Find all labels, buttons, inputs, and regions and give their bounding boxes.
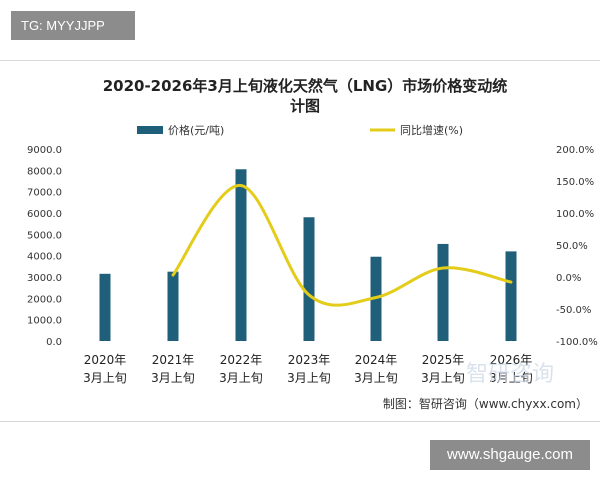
category-label: 2026年	[490, 353, 533, 367]
left-tick-label: 7000.0	[27, 188, 62, 199]
legend-bar-swatch	[137, 126, 163, 134]
source-note: 制图：智研咨询（www.chyxx.com）	[383, 396, 588, 411]
right-tick-label: 0.0%	[556, 273, 581, 284]
watermark: 智研咨询	[466, 362, 554, 387]
left-axis-ticks: 0.0 1000.0 2000.0 3000.0 4000.0 5000.0 6000.0 7…	[27, 145, 62, 348]
category-label: 3月上旬	[83, 371, 127, 385]
right-tick-label: 50.0%	[556, 241, 588, 252]
growth-line	[171, 183, 513, 307]
left-tick-label: 5000.0	[27, 230, 62, 241]
category-label: 2022年	[220, 353, 263, 367]
category-labels: 2020年 3月上旬 2021年 3月上旬 2022年 3月上旬 2023年 3月上旬 2024…	[83, 353, 533, 385]
category-label: 2020年	[84, 353, 127, 367]
top-tag: TG: MYYJJPP	[11, 11, 135, 40]
chart-title-line1: 2020-2026年3月上旬液化天然气（LNG）市场价格变动统	[103, 77, 508, 95]
category-label: 2025年	[422, 353, 465, 367]
category-label: 2023年	[288, 353, 331, 367]
left-tick-label: 6000.0	[27, 209, 62, 220]
price-bar	[437, 243, 449, 341]
left-tick-label: 9000.0	[27, 145, 62, 156]
legend-bar-label: 价格(元/吨)	[168, 123, 224, 137]
left-tick-label: 2000.0	[27, 294, 62, 305]
category-label: 3月上旬	[151, 371, 195, 385]
category-label: 2021年	[152, 353, 195, 367]
left-tick-label: 0.0	[46, 337, 62, 348]
category-label: 3月上旬	[219, 371, 263, 385]
category-label: 3月上旬	[287, 371, 331, 385]
right-axis-ticks: -100.0% -50.0% 0.0% 50.0% 100.0% 150.0% 200.0%	[556, 145, 598, 348]
bottom-tag: www.shgauge.com	[430, 440, 590, 470]
chart-frame: 2020-2026年3月上旬液化天然气（LNG）市场价格变动统 计图 价格(元/…	[0, 60, 600, 422]
left-tick-label: 8000.0	[27, 166, 62, 177]
bars	[99, 169, 517, 341]
legend: 价格(元/吨) 同比增速(%)	[137, 123, 463, 137]
left-tick-label: 3000.0	[27, 273, 62, 284]
category-label: 3月上旬	[421, 371, 465, 385]
price-bar	[99, 273, 111, 341]
right-tick-label: 200.0%	[556, 145, 594, 156]
price-bar	[235, 169, 247, 341]
chart-title-line2: 计图	[290, 97, 320, 115]
price-bar	[167, 271, 179, 341]
legend-line-label: 同比增速(%)	[400, 123, 463, 137]
category-label: 2024年	[355, 353, 398, 367]
right-tick-label: 100.0%	[556, 209, 594, 220]
chart-svg: 2020-2026年3月上旬液化天然气（LNG）市场价格变动统 计图 价格(元/…	[27, 77, 598, 411]
right-tick-label: 150.0%	[556, 177, 594, 188]
left-tick-label: 4000.0	[27, 252, 62, 263]
category-label: 3月上旬	[354, 371, 398, 385]
right-tick-label: -50.0%	[556, 305, 591, 316]
left-tick-label: 1000.0	[27, 316, 62, 327]
price-bar	[505, 251, 517, 341]
category-label: 3月上旬	[489, 371, 533, 385]
right-tick-label: -100.0%	[556, 337, 598, 348]
price-bar	[303, 217, 315, 341]
